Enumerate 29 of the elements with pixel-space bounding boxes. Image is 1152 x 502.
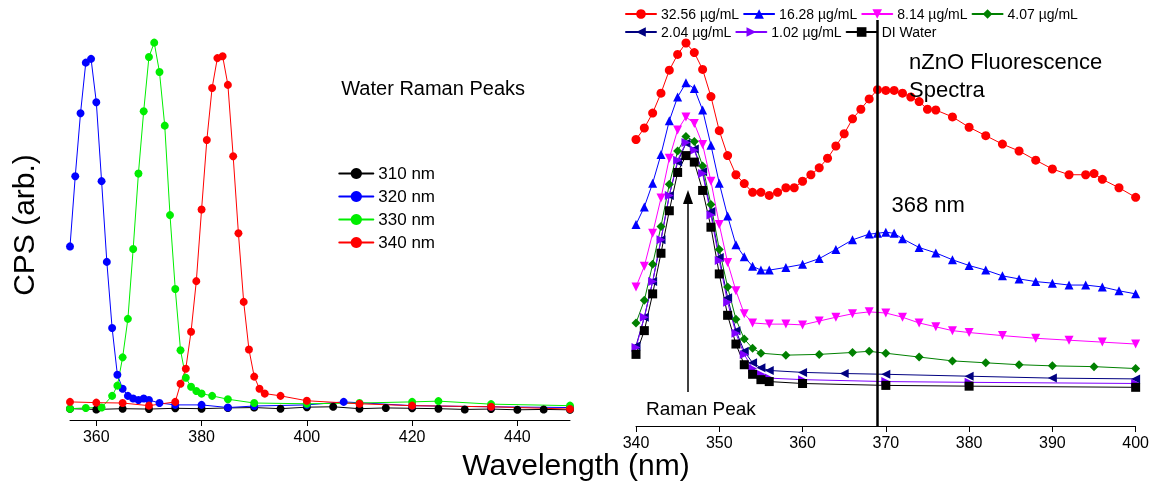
- y-axis-title: CPS (arb.): [6, 154, 40, 296]
- x-tick-label: 400: [1122, 433, 1150, 451]
- annotation: Raman Peak: [646, 398, 757, 419]
- x-tick-label: 420: [398, 427, 426, 445]
- x-tick-label: 360: [82, 427, 110, 445]
- legend-label: 2.04 µg/mL: [661, 24, 732, 40]
- x-tick-label: 400: [293, 427, 321, 445]
- legend-label: 320 nm: [378, 187, 435, 206]
- x-tick-label: 380: [955, 433, 983, 451]
- text: nZnO Fluorescence Spectra: [909, 48, 1109, 103]
- legend-label: 32.56 µg/mL: [661, 6, 740, 22]
- x-tick-label: 340: [622, 433, 650, 451]
- legend-label: 310 nm: [378, 164, 435, 183]
- x-tick-label: 440: [504, 427, 531, 445]
- text: Water Raman Peaks: [341, 77, 526, 99]
- legend-label: 8.14 µg/mL: [897, 6, 968, 22]
- x-tick-label: 370: [872, 433, 900, 451]
- x-tick-label: 390: [1039, 433, 1066, 451]
- legend-label: 340 nm: [378, 233, 435, 252]
- legend-label: 16.28 µg/mL: [779, 6, 858, 22]
- legend-label: 4.07 µg/mL: [1007, 6, 1079, 22]
- x-tick-label: 350: [705, 433, 733, 451]
- legend-label: 1.02 µg/mL: [771, 24, 842, 40]
- x-tick-label: 360: [789, 433, 816, 451]
- legend-label: DI Water: [881, 24, 937, 40]
- x-axis-title: Wavelength (nm): [462, 448, 690, 481]
- ref-line-label: 368 nm: [891, 191, 965, 217]
- x-tick-label: 380: [188, 427, 216, 445]
- legend-label: 330 nm: [378, 210, 435, 229]
